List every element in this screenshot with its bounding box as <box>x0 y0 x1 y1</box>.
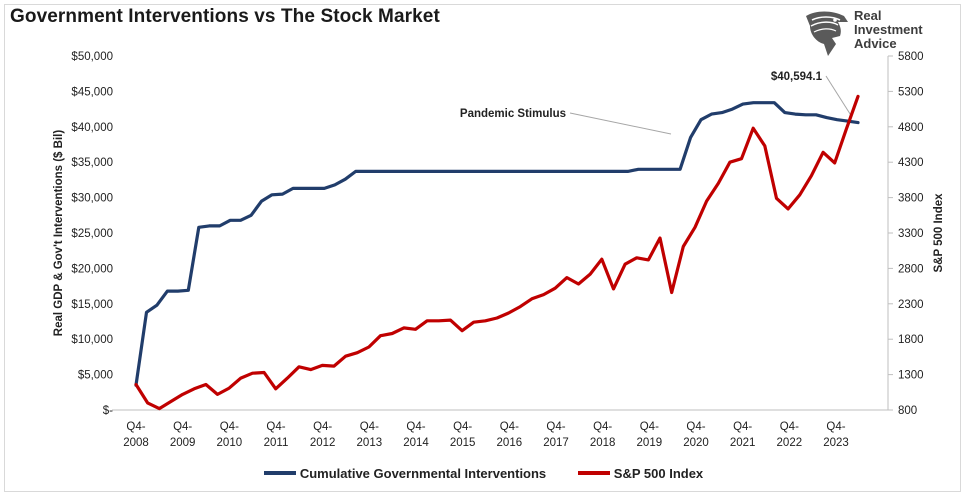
logo-line: Investment <box>854 22 923 37</box>
series-line-interventions <box>134 101 860 387</box>
y-left-tick-label: $25,000 <box>71 228 113 240</box>
y-right-tick-label: 1800 <box>898 334 924 346</box>
y-right-tick-label: 2800 <box>898 263 924 275</box>
logo: Real Investment Advice <box>802 8 942 58</box>
y-right-tick-label: 4800 <box>898 122 924 134</box>
pandemic-stimulus-leader <box>569 112 672 135</box>
x-tick-label-top: Q4- <box>406 421 425 433</box>
y-axis-left-label: Real GDP & Gov't Interventions ($ Bil) <box>53 130 65 337</box>
legend-swatch-sp500 <box>577 471 610 475</box>
left-axis-ticks: $- $5,000 $10,000 $15,000 $20,000 $25,000 $30,… <box>71 51 113 417</box>
y-right-tick-label: 800 <box>898 405 917 417</box>
x-tick-label-bottom: 2022 <box>777 437 803 449</box>
y-axis-right-label: S&P 500 Index <box>933 193 945 273</box>
x-tick-label-bottom: 2008 <box>123 437 149 449</box>
y-right-tick-label: 4300 <box>898 157 924 169</box>
legend-item-interventions: Cumulative Governmental Interventions <box>263 465 547 481</box>
x-tick-label-top: Q4- <box>266 421 285 433</box>
y-left-tick-label: $45,000 <box>71 86 113 98</box>
x-tick-label-bottom: 2011 <box>264 437 289 449</box>
x-tick-label-bottom: 2023 <box>823 437 849 449</box>
y-left-tick-label: $40,000 <box>71 122 113 134</box>
x-tick-label-bottom: 2009 <box>170 437 196 449</box>
legend-label-interventions: Cumulative Governmental Interventions <box>299 465 547 481</box>
pandemic-stimulus-label: Pandemic Stimulus <box>460 108 566 120</box>
x-tick-label-bottom: 2014 <box>403 437 429 449</box>
x-tick-label-top: Q4- <box>220 421 239 433</box>
y-left-tick-label: $30,000 <box>71 193 113 205</box>
x-tick-label-top: Q4- <box>826 421 845 433</box>
x-tick-label-bottom: 2021 <box>730 437 756 449</box>
x-tick-label-top: Q4- <box>173 421 192 433</box>
x-tick-label-bottom: 2019 <box>637 437 663 449</box>
legend: Cumulative Governmental Interventions S&… <box>0 463 967 481</box>
x-tick-label-bottom: 2020 <box>683 437 709 449</box>
x-axis-ticks: Q4- 2008 Q4- 2009 Q4- 2010 Q4- 2011 Q4- 2012 Q4- 20… <box>123 421 849 449</box>
legend-label-sp500: S&P 500 Index <box>613 465 704 481</box>
y-left-tick-label: $50,000 <box>71 51 113 63</box>
annotations: Pandemic Stimulus $40,594.1 <box>460 71 853 135</box>
x-tick-label-bottom: 2015 <box>450 437 476 449</box>
x-tick-label-bottom: 2010 <box>217 437 243 449</box>
x-tick-label-bottom: 2018 <box>590 437 616 449</box>
y-right-tick-label: 5300 <box>898 86 924 98</box>
series-layer <box>134 94 860 411</box>
y-left-tick-label: $15,000 <box>71 299 113 311</box>
y-right-tick-label: 1300 <box>898 370 924 382</box>
y-right-tick-label: 3800 <box>898 193 924 205</box>
last-value-leader <box>825 75 853 118</box>
x-tick-label-bottom: 2016 <box>497 437 523 449</box>
logo-line: Real <box>854 8 882 23</box>
eagle-head-icon <box>806 11 848 56</box>
y-left-tick-label: $10,000 <box>71 334 113 346</box>
x-tick-label-top: Q4- <box>640 421 659 433</box>
chart-frame <box>4 4 961 492</box>
y-left-tick-label: $5,000 <box>78 370 113 382</box>
y-left-tick-label: $- <box>103 405 113 417</box>
y-right-tick-label: 3300 <box>898 228 924 240</box>
x-tick-label-top: Q4- <box>360 421 379 433</box>
x-tick-label-top: Q4- <box>126 421 145 433</box>
logo-text: Real Investment Advice <box>854 9 923 51</box>
x-tick-label-top: Q4- <box>780 421 799 433</box>
y-right-tick-label: 5800 <box>898 51 924 63</box>
y-left-tick-label: $20,000 <box>71 263 113 275</box>
right-axis-ticks: 800 1300 1800 2300 2800 3300 3800 4300 4800 5300 5… <box>888 51 924 417</box>
x-tick-label-top: Q4- <box>453 421 472 433</box>
chart-title: Government Interventions vs The Stock Ma… <box>10 6 440 27</box>
y-left-tick-label: $35,000 <box>71 157 113 169</box>
x-tick-label-bottom: 2017 <box>543 437 569 449</box>
x-tick-label-top: Q4- <box>686 421 705 433</box>
legend-swatch-interventions <box>263 471 296 475</box>
y-right-tick-label: 2300 <box>898 299 924 311</box>
x-tick-label-top: Q4- <box>546 421 565 433</box>
series-line-sp500 <box>134 94 860 411</box>
x-tick-label-top: Q4- <box>313 421 332 433</box>
logo-line: Advice <box>854 36 897 51</box>
legend-item-sp500: S&P 500 Index <box>577 465 704 481</box>
x-tick-label-bottom: 2012 <box>310 437 336 449</box>
x-tick-label-bottom: 2013 <box>357 437 383 449</box>
x-tick-label-top: Q4- <box>593 421 612 433</box>
x-tick-label-top: Q4- <box>500 421 519 433</box>
last-value-label: $40,594.1 <box>771 71 823 83</box>
x-tick-label-top: Q4- <box>733 421 752 433</box>
